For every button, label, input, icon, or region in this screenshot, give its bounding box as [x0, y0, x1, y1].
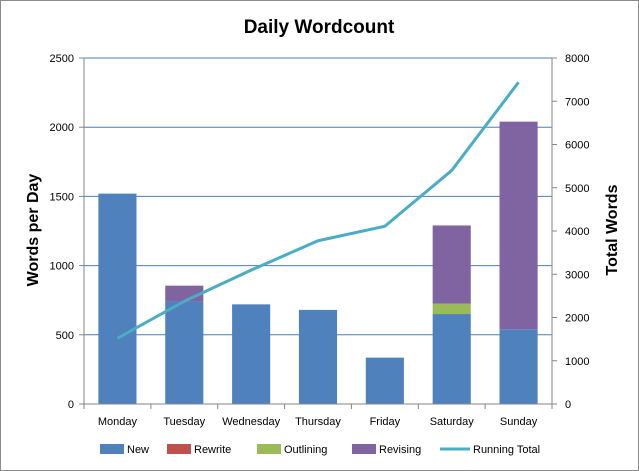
- axes: 0 500 1000 1500 2000 2500 0 1000 2000 3000 4000 500…: [50, 53, 590, 428]
- y-tick-label: 500: [56, 330, 74, 342]
- y2-axis-title: Total Words: [604, 184, 621, 275]
- y2-tick-label: 7000: [565, 96, 589, 108]
- x-tick-label: Monday: [98, 416, 138, 428]
- y-tick-label: 2500: [50, 53, 74, 65]
- x-tick-label: Tuesday: [163, 416, 205, 428]
- bar-new: [432, 314, 471, 404]
- y-axis-title: Words per Day: [25, 174, 42, 287]
- y2-tick-label: 2000: [565, 313, 589, 325]
- y2-tick-label: 6000: [565, 140, 589, 152]
- running-total-line: [116, 81, 520, 340]
- legend-swatch: [100, 444, 124, 454]
- x-tick-label: Saturday: [430, 416, 475, 428]
- bars: [98, 121, 538, 404]
- legend: New Rewrite Outlining Revising Running Total: [100, 444, 540, 456]
- chart-title: Daily Wordcount: [244, 17, 395, 38]
- y-tick-label: 1000: [50, 261, 74, 273]
- x-tick-label: Wednesday: [222, 416, 280, 428]
- x-tick-label: Friday: [370, 416, 401, 428]
- legend-label: Outlining: [284, 444, 327, 456]
- bar-revising: [499, 121, 538, 330]
- y-tick-label: 0: [68, 399, 74, 411]
- legend-swatch: [352, 444, 376, 454]
- bar-new: [365, 357, 404, 404]
- x-tick-label: Sunday: [500, 416, 538, 428]
- y2-tick-label: 4000: [565, 226, 589, 238]
- y2-tick-label: 3000: [565, 269, 589, 281]
- y2-tick-label: 0: [565, 399, 571, 411]
- legend-label: Running Total: [473, 444, 540, 456]
- x-tick-label: Thursday: [295, 416, 341, 428]
- bar-new: [165, 301, 204, 404]
- legend-label: Revising: [379, 444, 421, 456]
- bar-new: [298, 309, 338, 404]
- legend-label: New: [127, 444, 149, 456]
- legend-label: Rewrite: [194, 444, 231, 456]
- bar-new: [499, 329, 538, 404]
- bar-new: [98, 193, 137, 404]
- y2-tick-label: 1000: [565, 356, 589, 368]
- y-tick-label: 1500: [50, 191, 74, 203]
- gridlines: [84, 57, 552, 336]
- bar-new: [232, 304, 271, 404]
- bar-outlining: [432, 303, 471, 315]
- running-total-line-layer: [116, 81, 520, 340]
- y-tick-label: 2000: [50, 122, 74, 134]
- y2-tick-label: 5000: [565, 183, 589, 195]
- legend-swatch: [257, 444, 281, 454]
- y2-tick-label: 8000: [565, 53, 589, 65]
- bar-revising: [432, 225, 471, 304]
- legend-swatch: [167, 444, 191, 454]
